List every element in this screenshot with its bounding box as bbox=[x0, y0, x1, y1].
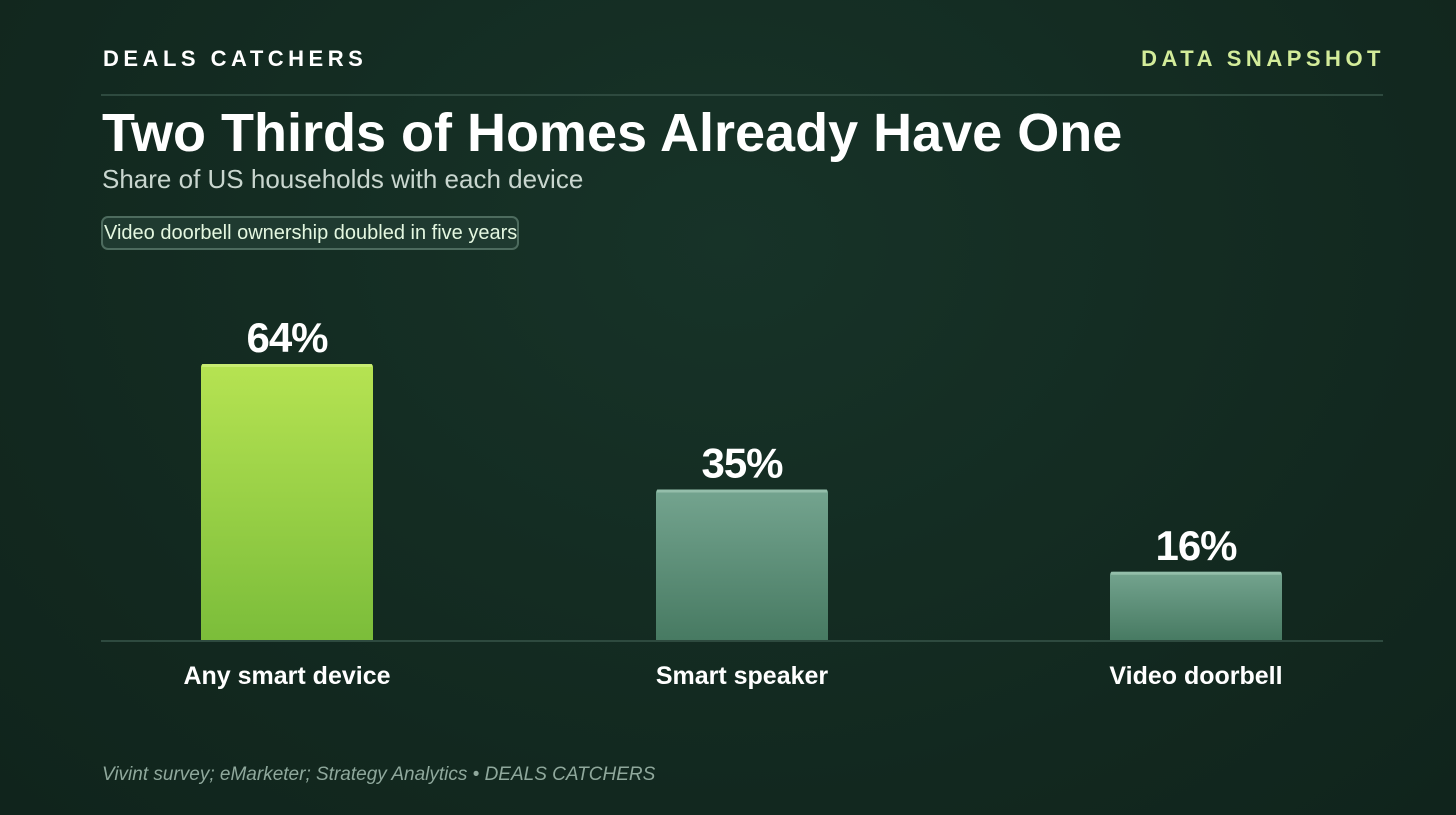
bar-cap-1 bbox=[657, 489, 827, 493]
category-label-2: Video doorbell bbox=[1109, 662, 1282, 690]
category-label-1: Smart speaker bbox=[656, 662, 829, 690]
value-label-1: 35% bbox=[701, 440, 783, 487]
brand-name: DEALS CATCHERS bbox=[103, 46, 368, 71]
chart-subtitle: Share of US households with each device bbox=[102, 164, 584, 194]
callout-badge: Video doorbell ownership doubled in five… bbox=[101, 216, 520, 250]
bar-2 bbox=[1110, 571, 1282, 641]
value-label-0: 64% bbox=[246, 314, 328, 361]
value-label-2: 16% bbox=[1155, 522, 1237, 569]
bar-1 bbox=[656, 489, 828, 641]
chart-title: Two Thirds of Homes Already Have One bbox=[102, 103, 1123, 163]
source-footer: Vivint survey; eMarketer; Strategy Analy… bbox=[102, 764, 656, 785]
header-divider bbox=[101, 94, 1383, 96]
bar-0 bbox=[201, 364, 373, 641]
bar-cap-2 bbox=[1111, 571, 1281, 575]
section-tag: DATA SNAPSHOT bbox=[1141, 46, 1385, 71]
category-label-0: Any smart device bbox=[183, 662, 390, 690]
bar-cap-0 bbox=[202, 364, 372, 367]
